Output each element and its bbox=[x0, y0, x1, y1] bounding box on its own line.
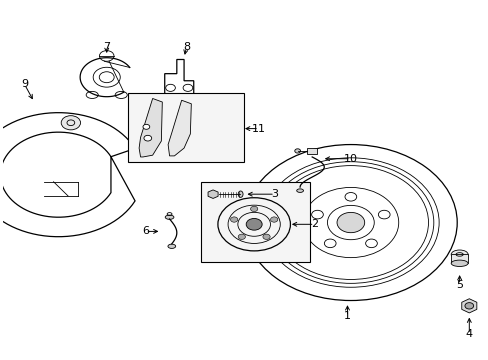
Polygon shape bbox=[168, 100, 191, 156]
Text: 6: 6 bbox=[142, 226, 148, 237]
Bar bbox=[450, 255, 467, 263]
Ellipse shape bbox=[165, 215, 174, 219]
Text: 4: 4 bbox=[465, 329, 472, 339]
Ellipse shape bbox=[450, 260, 467, 266]
Circle shape bbox=[245, 219, 262, 230]
Circle shape bbox=[142, 124, 149, 129]
Circle shape bbox=[464, 303, 473, 309]
Bar bbox=[307, 148, 316, 154]
FancyBboxPatch shape bbox=[201, 182, 309, 261]
Text: 10: 10 bbox=[343, 154, 357, 164]
Ellipse shape bbox=[294, 149, 300, 153]
Text: 5: 5 bbox=[455, 280, 462, 289]
Ellipse shape bbox=[167, 244, 175, 248]
Text: 9: 9 bbox=[21, 79, 28, 89]
Text: 1: 1 bbox=[343, 311, 350, 321]
Polygon shape bbox=[207, 190, 218, 198]
Text: 11: 11 bbox=[251, 123, 265, 134]
Polygon shape bbox=[139, 99, 162, 157]
Text: 3: 3 bbox=[271, 189, 278, 199]
Text: 2: 2 bbox=[310, 219, 318, 229]
Text: 7: 7 bbox=[103, 42, 110, 52]
FancyBboxPatch shape bbox=[128, 93, 244, 162]
Circle shape bbox=[263, 234, 269, 239]
Circle shape bbox=[230, 217, 237, 222]
Circle shape bbox=[61, 116, 81, 130]
Polygon shape bbox=[461, 299, 476, 313]
Circle shape bbox=[238, 234, 245, 239]
Text: 8: 8 bbox=[183, 42, 190, 52]
Circle shape bbox=[336, 212, 364, 233]
Ellipse shape bbox=[296, 189, 303, 192]
Circle shape bbox=[250, 206, 257, 212]
Circle shape bbox=[143, 135, 151, 141]
Circle shape bbox=[270, 217, 277, 222]
Ellipse shape bbox=[238, 191, 243, 197]
Ellipse shape bbox=[450, 250, 467, 259]
